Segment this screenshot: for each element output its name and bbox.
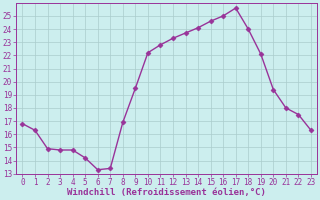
X-axis label: Windchill (Refroidissement éolien,°C): Windchill (Refroidissement éolien,°C) bbox=[67, 188, 266, 197]
